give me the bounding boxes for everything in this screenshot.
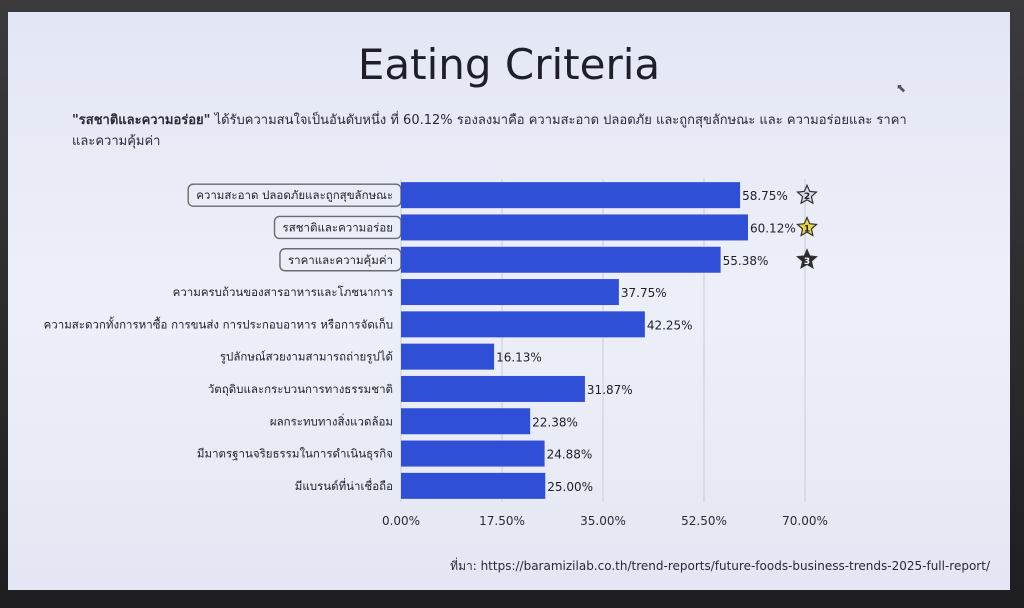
data-label: 22.38% bbox=[532, 415, 578, 429]
bar bbox=[401, 343, 495, 370]
x-tick-label: 35.00% bbox=[580, 514, 626, 528]
bar bbox=[401, 279, 619, 306]
slide-subtitle: "รสชาติและความอร่อย" ได้รับความสนใจเป็นอ… bbox=[72, 110, 912, 152]
category-label: ความสะอาด ปลอดภัยและถูกสุขลักษณะ bbox=[196, 188, 393, 202]
rank-star-icon bbox=[796, 248, 818, 270]
category-label: วัตถุดิบและกระบวนการทางธรรมชาติ bbox=[208, 382, 393, 396]
data-label: 16.13% bbox=[496, 351, 542, 365]
data-label: 31.87% bbox=[587, 383, 633, 397]
category-label: ราคาและความคุ้มค่า bbox=[288, 253, 393, 267]
category-label: ผลกระทบทางสิ่งแวดล้อม bbox=[270, 413, 393, 428]
subtitle-text: ได้รับความสนใจเป็นอันดับหนึ่ง ที่ 60.12%… bbox=[72, 113, 907, 149]
bar bbox=[401, 408, 531, 435]
subtitle-highlight: "รสชาติและความอร่อย" bbox=[72, 113, 211, 128]
data-label: 37.75% bbox=[621, 286, 667, 300]
bar bbox=[401, 246, 721, 273]
category-label: มีแบรนด์ที่น่าเชื่อถือ bbox=[295, 478, 393, 493]
slide-title: Eating Criteria bbox=[357, 40, 661, 89]
bar bbox=[401, 472, 546, 499]
bar bbox=[401, 311, 645, 338]
data-label: 60.12% bbox=[750, 221, 796, 235]
data-label: 58.75% bbox=[742, 189, 788, 203]
bar bbox=[401, 440, 545, 467]
data-label: 24.88% bbox=[547, 448, 593, 462]
mouse-cursor-icon: ⬉ bbox=[896, 81, 907, 95]
rank-number: 3 bbox=[804, 257, 810, 267]
rank-number: 2 bbox=[804, 192, 810, 202]
presentation-slide: Eating Criteria "รสชาติและความอร่อย" ได้… bbox=[8, 12, 1010, 590]
x-tick-label: 52.50% bbox=[681, 514, 727, 528]
category-label: ความครบถ้วนของสารอาหารและโภชนาการ bbox=[173, 285, 393, 299]
x-tick-label: 17.50% bbox=[479, 514, 525, 528]
category-label: รูปลักษณ์สวยงามสามารถถ่ายรูปได้ bbox=[220, 350, 393, 364]
source-citation: ที่มา: https://baramizilab.co.th/trend-r… bbox=[450, 559, 990, 573]
data-label: 42.25% bbox=[647, 318, 693, 332]
category-label: รสชาติและความอร่อย bbox=[283, 220, 393, 234]
x-tick-label: 70.00% bbox=[782, 514, 828, 528]
category-label: มีมาตรฐานจริยธรรมในการดำเนินธุรกิจ bbox=[197, 447, 393, 461]
category-label: ความสะดวกทั้งการหาซื้อ การขนส่ง การประกอ… bbox=[44, 316, 393, 331]
bar bbox=[401, 182, 741, 209]
bar bbox=[401, 214, 748, 241]
rank-number: 1 bbox=[804, 224, 810, 234]
data-label: 25.00% bbox=[547, 480, 593, 494]
bar-chart: 0.00% 17.50% 35.00% 52.50% 70.00% ความสะอาด ป… bbox=[44, 179, 828, 528]
x-tick-label: 0.00% bbox=[382, 514, 420, 528]
bar bbox=[401, 375, 585, 402]
data-label: 55.38% bbox=[723, 254, 769, 268]
rank-star-icon bbox=[796, 183, 818, 205]
rank-star-icon bbox=[796, 215, 818, 237]
